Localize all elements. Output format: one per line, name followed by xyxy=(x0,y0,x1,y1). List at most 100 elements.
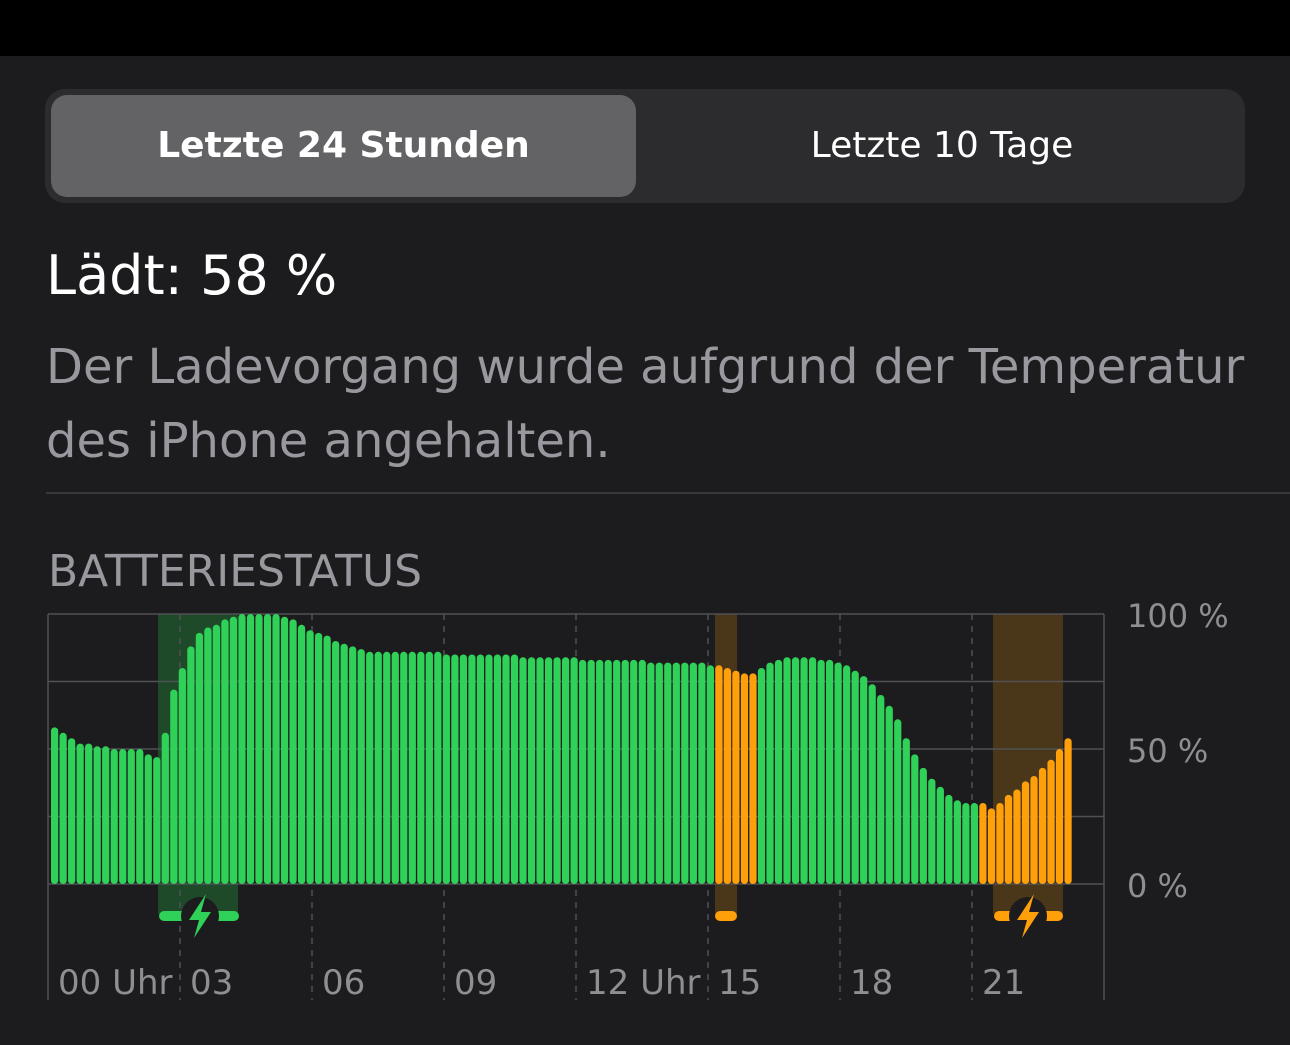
battery-bar xyxy=(808,657,817,884)
battery-bar xyxy=(655,662,663,884)
battery-bar xyxy=(391,651,399,884)
battery-bar xyxy=(1064,738,1072,884)
charging-bolt-icon xyxy=(189,894,211,938)
battery-bar xyxy=(408,651,416,884)
battery-bar xyxy=(783,657,791,884)
battery-bar xyxy=(340,643,348,884)
battery-bar xyxy=(928,778,936,884)
battery-bar xyxy=(579,659,587,884)
battery-bar xyxy=(1038,767,1047,884)
battery-bar xyxy=(843,665,851,884)
battery-bar xyxy=(877,695,885,884)
battery-bar xyxy=(425,651,433,884)
battery-bar xyxy=(706,665,714,884)
section-title: BATTERIESTATUS xyxy=(48,546,423,597)
battery-bar xyxy=(664,662,672,884)
x-tick-label: 03 xyxy=(190,963,233,1003)
battery-bar xyxy=(723,668,732,884)
battery-bar xyxy=(229,616,238,884)
battery-bar xyxy=(536,657,544,884)
battery-bar xyxy=(306,630,314,884)
battery-bar xyxy=(289,619,297,884)
battery-bar xyxy=(945,794,953,884)
battery-bar xyxy=(153,757,161,884)
battery-bar xyxy=(936,786,944,884)
battery-bar xyxy=(93,746,101,884)
battery-bar xyxy=(476,654,485,884)
y-tick-label: 100 % xyxy=(1127,600,1229,635)
battery-bar xyxy=(1004,794,1013,884)
battery-level-chart: 100 % 50 % 0 % 00 Uhr 03 06 09 12 Uhr 15 18 21 xyxy=(47,600,1229,1003)
battery-bar xyxy=(604,659,612,884)
battery-bar xyxy=(970,803,978,884)
battery-bar xyxy=(68,738,76,884)
battery-bar xyxy=(638,659,646,884)
battery-bar xyxy=(919,767,927,884)
battery-bar xyxy=(434,651,442,884)
tab-last-10-days[interactable]: Letzte 10 Tage xyxy=(810,125,1074,166)
battery-bar xyxy=(562,657,570,884)
battery-bar xyxy=(621,659,629,884)
battery-bar xyxy=(987,808,996,884)
battery-bar xyxy=(1030,776,1038,884)
battery-bar xyxy=(911,754,919,884)
battery-bar xyxy=(204,627,212,884)
battery-bar xyxy=(332,641,340,884)
battery-bar xyxy=(144,754,152,884)
battery-bar xyxy=(868,684,876,884)
battery-bar xyxy=(647,662,655,884)
battery-bar xyxy=(178,668,186,884)
battery-bar xyxy=(766,662,774,884)
battery-bar xyxy=(170,689,178,884)
battery-bar xyxy=(544,657,553,884)
battery-bar xyxy=(459,654,467,884)
x-tick-label: 21 xyxy=(982,963,1025,1003)
x-tick-label: 06 xyxy=(322,963,365,1003)
battery-bar xyxy=(689,662,697,884)
battery-bar xyxy=(417,651,425,884)
battery-bar xyxy=(485,654,493,884)
battery-bar xyxy=(1013,789,1021,884)
battery-bar xyxy=(119,749,127,884)
x-tick-label: 15 xyxy=(718,963,761,1003)
battery-bar xyxy=(400,651,408,884)
battery-bar xyxy=(323,635,331,884)
battery-bar xyxy=(791,657,800,884)
charging-bolt-icon xyxy=(1017,894,1039,938)
battery-bar xyxy=(570,657,578,884)
battery-bar xyxy=(894,719,902,884)
battery-bar xyxy=(749,673,757,884)
battery-bar xyxy=(85,743,93,884)
battery-bar xyxy=(136,749,144,884)
battery-bar xyxy=(672,662,680,884)
battery-bar xyxy=(238,614,246,884)
battery-bar xyxy=(698,662,706,884)
battery-bar xyxy=(953,800,961,884)
battery-bar xyxy=(1055,749,1064,884)
battery-bar xyxy=(161,732,169,884)
x-tick-label: 18 xyxy=(850,963,893,1003)
battery-bar xyxy=(774,659,783,884)
battery-bar xyxy=(442,654,450,884)
battery-bar xyxy=(297,624,306,884)
battery-bar xyxy=(383,651,391,884)
battery-bar xyxy=(630,659,638,884)
battery-bar xyxy=(587,659,595,884)
battery-bar xyxy=(826,659,834,884)
tab-last-24-hours[interactable]: Letzte 24 Stunden xyxy=(51,95,636,197)
battery-bar xyxy=(979,803,987,884)
battery-bar xyxy=(51,727,59,884)
battery-bar xyxy=(817,659,825,884)
battery-bar xyxy=(221,619,229,884)
battery-bar xyxy=(76,743,84,884)
battery-bar xyxy=(349,646,357,884)
battery-bar xyxy=(553,657,561,884)
battery-bar xyxy=(255,614,263,884)
battery-bar xyxy=(59,732,67,884)
battery-bar xyxy=(885,705,893,884)
battery-bar xyxy=(996,803,1004,884)
status-bar xyxy=(0,0,1290,56)
y-tick-label: 50 % xyxy=(1127,732,1208,770)
battery-bar xyxy=(502,654,510,884)
battery-bar xyxy=(272,614,280,884)
